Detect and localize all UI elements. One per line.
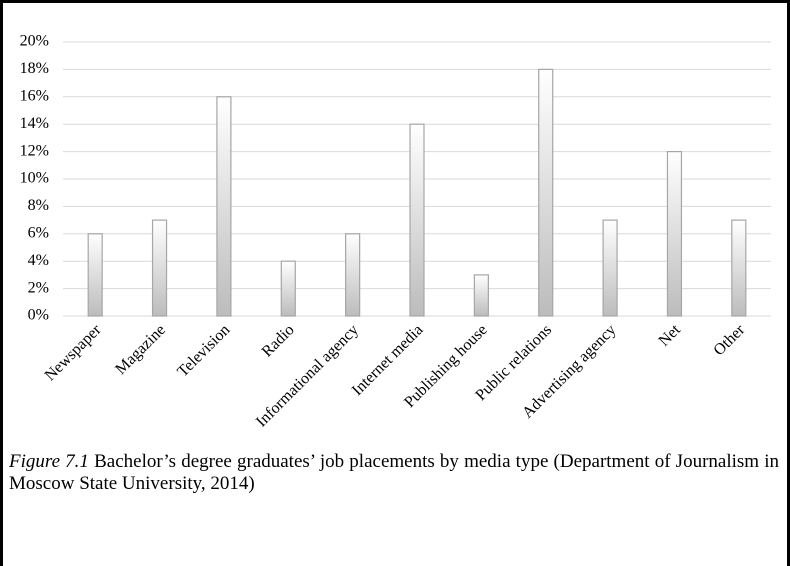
bar xyxy=(280,260,296,317)
caption: Figure 7.1 Bachelor’s degree graduates’ … xyxy=(9,451,779,495)
bar xyxy=(151,219,168,317)
y-tick-label: 0% xyxy=(28,307,49,324)
x-tick-label: Other xyxy=(710,321,748,359)
x-tick-label: Magazine xyxy=(112,321,169,378)
x-tick-label: Newspaper xyxy=(42,321,105,384)
y-tick-label: 20% xyxy=(20,33,49,50)
bar xyxy=(409,123,425,317)
bar xyxy=(87,233,103,317)
y-tick-label: 16% xyxy=(20,87,49,104)
chart: 0% 2% 4% 6% 8% 10% 12% 14% 16% 18% 20% Newspaper Mag… xyxy=(20,33,771,430)
bar xyxy=(216,96,232,317)
y-tick-label: 18% xyxy=(20,60,49,77)
caption-label: Figure 7.1 xyxy=(9,451,89,472)
x-tick-label: Net xyxy=(656,321,685,350)
bar xyxy=(602,219,618,317)
bar xyxy=(731,219,747,317)
y-tick-label: 14% xyxy=(20,115,49,132)
y-tick-label: 4% xyxy=(28,252,49,269)
y-tick-label: 8% xyxy=(28,197,49,214)
bar xyxy=(666,151,683,317)
bar xyxy=(345,233,361,317)
y-tick-label: 2% xyxy=(28,279,49,296)
x-tick-label: Television xyxy=(174,321,233,380)
caption-text: Bachelor’s degree graduates’ job placeme… xyxy=(9,451,780,494)
x-tick-label: Radio xyxy=(259,321,298,360)
y-tick-label: 12% xyxy=(20,142,49,159)
bar xyxy=(538,68,554,317)
bar xyxy=(473,274,489,317)
y-tick-label: 10% xyxy=(20,170,49,187)
y-tick-label: 6% xyxy=(28,224,49,241)
